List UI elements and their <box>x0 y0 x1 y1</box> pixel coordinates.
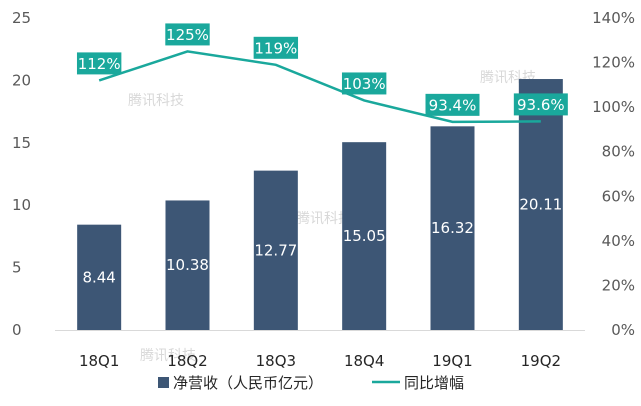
left-tick-label: 0 <box>12 321 22 339</box>
line-value-label: 119% <box>253 36 299 59</box>
bar-value-label: 8.44 <box>82 268 115 286</box>
right-tick-label: 60% <box>602 187 635 205</box>
line-label-text: 93.6% <box>517 96 565 114</box>
line-label-text: 103% <box>343 75 386 93</box>
line-value-label: 103% <box>341 72 387 95</box>
right-tick-label: 40% <box>602 232 635 250</box>
line-label-box <box>513 93 568 116</box>
line-labels: 112% 125% 119% 103% 93.4% 93.6% <box>76 23 568 116</box>
bar-labels: 8.44 10.38 12.77 15.05 16.32 20.11 <box>82 196 562 287</box>
bar-value-label: 12.77 <box>254 241 297 259</box>
line-label-box <box>425 93 480 116</box>
legend-swatch-bar <box>158 377 169 388</box>
watermark-2: 腾讯科技 <box>296 210 352 227</box>
line-label-text: 112% <box>78 55 121 73</box>
bar-value-label: 16.32 <box>431 219 474 237</box>
bar-value-label: 15.05 <box>343 227 386 245</box>
line-value-label: 112% <box>76 52 122 75</box>
bar-value-label: 20.11 <box>519 196 562 214</box>
category-label: 18Q2 <box>167 352 207 370</box>
right-tick-label: 120% <box>592 54 635 72</box>
category-label: 18Q1 <box>79 352 119 370</box>
bar <box>430 126 475 330</box>
category-label: 18Q4 <box>344 352 384 370</box>
right-tick-label: 20% <box>602 276 635 294</box>
line-label-text: 93.4% <box>429 96 477 114</box>
bar <box>165 200 210 330</box>
line-label-box <box>165 23 210 46</box>
watermark-0: 腾讯科技 <box>128 92 184 109</box>
line-label-box <box>253 36 299 59</box>
line-label-box <box>76 52 122 75</box>
left-tick-label: 15 <box>12 134 31 152</box>
line-value-label: 93.6% <box>513 93 568 116</box>
bar <box>77 224 122 330</box>
left-tick-label: 20 <box>12 71 31 89</box>
right-axis: 0% 20% 40% 60% 80% 100% 120% 140% <box>592 9 635 339</box>
watermark-3: 腾讯科技 <box>140 347 196 364</box>
category-label: 19Q2 <box>521 352 561 370</box>
bar <box>342 142 387 330</box>
left-axis: 0 5 10 15 20 25 <box>12 9 31 339</box>
bar-series <box>77 79 563 331</box>
line-label-text: 119% <box>254 39 297 57</box>
line-label-text: 125% <box>166 26 209 44</box>
right-tick-label: 140% <box>592 9 635 27</box>
growth-line <box>98 50 541 124</box>
legend-label-line: 同比增幅 <box>404 374 464 392</box>
legend: 净营收（人民币亿元） 同比增幅 <box>158 374 464 392</box>
line-value-label: 93.4% <box>425 93 480 116</box>
right-tick-label: 100% <box>592 98 635 116</box>
category-axis: 18Q1 18Q2 18Q3 18Q4 19Q1 19Q2 <box>55 330 585 370</box>
legend-label-bar: 净营收（人民币亿元） <box>173 374 323 392</box>
line-label-box <box>341 72 387 95</box>
bar <box>253 170 298 330</box>
left-tick-label: 5 <box>12 259 22 277</box>
line-value-label: 125% <box>165 23 210 46</box>
right-tick-label: 0% <box>611 321 635 339</box>
left-tick-label: 25 <box>12 9 31 27</box>
bar-value-label: 10.38 <box>166 256 209 274</box>
category-label: 18Q3 <box>256 352 296 370</box>
category-label: 19Q1 <box>432 352 472 370</box>
line-series <box>98 50 541 124</box>
right-tick-label: 80% <box>602 143 635 161</box>
left-tick-label: 10 <box>12 196 31 214</box>
